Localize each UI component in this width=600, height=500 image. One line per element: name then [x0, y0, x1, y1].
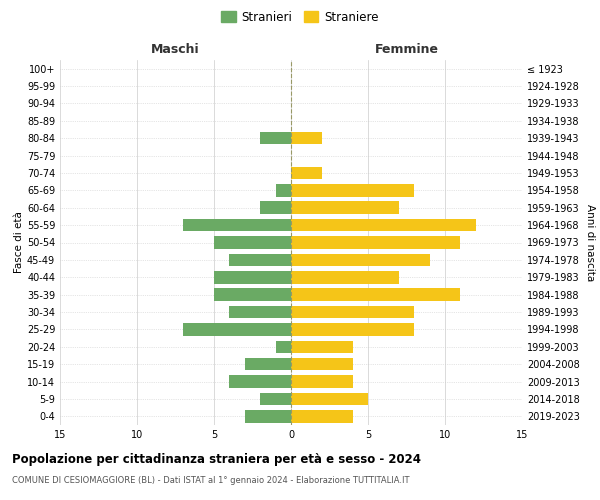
Text: Maschi: Maschi: [151, 44, 200, 57]
Bar: [183, 219, 291, 232]
Bar: [291, 254, 430, 266]
Bar: [275, 340, 291, 353]
Bar: [260, 202, 291, 214]
Y-axis label: Fasce di età: Fasce di età: [14, 212, 24, 274]
Bar: [291, 132, 322, 144]
Text: Femmine: Femmine: [374, 44, 439, 57]
Bar: [291, 340, 353, 353]
Bar: [260, 132, 291, 144]
Bar: [245, 410, 291, 422]
Bar: [291, 271, 399, 283]
Bar: [291, 306, 414, 318]
Bar: [260, 392, 291, 405]
Bar: [291, 410, 353, 422]
Bar: [291, 288, 460, 301]
Text: COMUNE DI CESIOMAGGIORE (BL) - Dati ISTAT al 1° gennaio 2024 - Elaborazione TUTT: COMUNE DI CESIOMAGGIORE (BL) - Dati ISTA…: [12, 476, 409, 485]
Bar: [291, 236, 460, 249]
Bar: [291, 392, 368, 405]
Bar: [291, 358, 353, 370]
Bar: [291, 323, 414, 336]
Bar: [229, 376, 291, 388]
Bar: [291, 184, 414, 196]
Bar: [183, 323, 291, 336]
Bar: [214, 236, 291, 249]
Text: Popolazione per cittadinanza straniera per età e sesso - 2024: Popolazione per cittadinanza straniera p…: [12, 452, 421, 466]
Bar: [275, 184, 291, 196]
Bar: [229, 254, 291, 266]
Legend: Stranieri, Straniere: Stranieri, Straniere: [217, 6, 383, 28]
Bar: [245, 358, 291, 370]
Bar: [291, 219, 476, 232]
Bar: [291, 166, 322, 179]
Y-axis label: Anni di nascita: Anni di nascita: [585, 204, 595, 281]
Bar: [214, 271, 291, 283]
Bar: [229, 306, 291, 318]
Bar: [291, 202, 399, 214]
Bar: [291, 376, 353, 388]
Bar: [214, 288, 291, 301]
